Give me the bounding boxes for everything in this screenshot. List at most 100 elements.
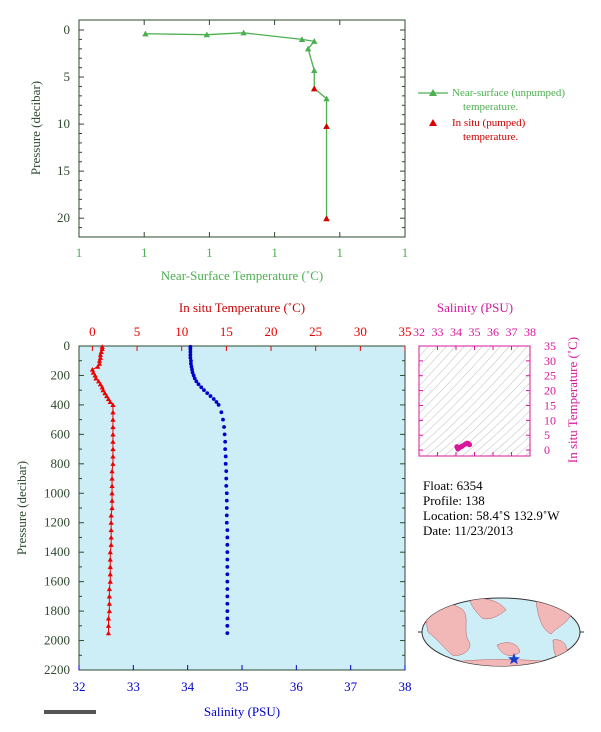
density-contour xyxy=(515,443,530,456)
unpumped-point xyxy=(240,29,247,36)
density-contour xyxy=(488,418,530,456)
salinity-point xyxy=(222,432,227,437)
salinity-point xyxy=(214,400,219,404)
temperature-point xyxy=(104,393,110,399)
pressure-tick-label: 2000 xyxy=(44,633,70,648)
unpumped-point xyxy=(142,30,149,37)
salinity-tick-label: 37 xyxy=(344,679,358,694)
temperature-tick-label: 35 xyxy=(399,324,412,339)
temperature-point xyxy=(96,361,103,366)
salinity-point xyxy=(225,565,230,569)
ts-x-tick-label: 34 xyxy=(450,325,462,339)
salinity-point xyxy=(194,379,199,384)
temperature-point xyxy=(105,396,112,402)
salinity-point xyxy=(224,484,229,488)
temperature-point xyxy=(110,453,116,459)
temperature-point xyxy=(110,417,116,422)
pressure-tick-label: 1800 xyxy=(44,603,70,618)
salinity-point xyxy=(216,403,221,407)
top-y-tick-label: 0 xyxy=(64,22,71,37)
top-x-tick-label: 1 xyxy=(76,245,83,260)
ts-y-tick-label: 10 xyxy=(544,413,556,427)
temperature-point xyxy=(102,390,108,396)
top-x-tick-label: 1 xyxy=(206,245,213,260)
density-contour xyxy=(434,362,530,456)
salinity-point xyxy=(189,364,194,369)
world-map xyxy=(418,597,584,667)
temperature-point xyxy=(108,534,114,540)
footer-stamp xyxy=(44,710,96,714)
top-x-tick-label: 1 xyxy=(402,245,409,260)
density-contour xyxy=(419,346,502,432)
density-contour xyxy=(452,382,530,456)
salinity-point xyxy=(225,550,230,555)
temperature-point xyxy=(108,512,114,518)
near-surface-chart: 0 5 10 15 20 1 1 1 1 1 1 Near-Surface Temperature… xyxy=(28,19,448,283)
temperature-point xyxy=(108,527,114,533)
temperature-tick-label: 0 xyxy=(89,324,96,339)
temperature-point xyxy=(107,571,113,577)
ts-x-tick-label: 35 xyxy=(469,325,481,339)
temperature-point xyxy=(97,381,104,387)
ts-y-tick-label: 20 xyxy=(544,384,556,398)
salinity-point xyxy=(191,373,196,378)
info-location: Location: 58.4˚S 132.9˚W xyxy=(423,508,560,523)
salinity-point xyxy=(225,542,230,547)
salinity-point xyxy=(211,397,216,401)
salinity-axis-label: Salinity (PSU) xyxy=(204,704,280,719)
temperature-point xyxy=(110,424,116,430)
salinity-point xyxy=(225,535,230,540)
top-plot-frame xyxy=(78,19,406,238)
temperature-point xyxy=(99,384,105,390)
salinity-point xyxy=(225,579,230,584)
pressure-tick-label: 0 xyxy=(64,338,71,353)
salinity-point xyxy=(223,447,228,451)
salinity-point xyxy=(219,410,224,415)
temperature-point xyxy=(106,593,112,599)
top-y-axis-label: Pressure (decibar) xyxy=(28,81,43,175)
temperature-point xyxy=(105,630,112,636)
profile-y-axis-label: Pressure (decibar) xyxy=(14,461,29,555)
temperature-point xyxy=(109,490,115,496)
pumped-point xyxy=(311,85,318,92)
salinity-point xyxy=(188,347,193,351)
temperature-point xyxy=(96,378,102,384)
pressure-tick-label: 400 xyxy=(51,397,71,412)
legend-triangle-green-icon xyxy=(429,89,437,96)
ts-y-tick-label: 15 xyxy=(544,398,556,412)
temperature-point xyxy=(107,399,113,405)
pressure-tick-label: 600 xyxy=(51,426,71,441)
ts-x-tick-label: 32 xyxy=(413,325,425,339)
temperature-point xyxy=(95,364,101,369)
pumped-point xyxy=(323,123,330,130)
salinity-point xyxy=(225,616,230,621)
info-date: Date: 11/23/2013 xyxy=(423,523,514,538)
salinity-point xyxy=(189,358,193,363)
salinity-point xyxy=(190,367,194,372)
density-contour xyxy=(443,372,530,456)
salinity-tick-label: 38 xyxy=(399,679,412,694)
salinity-point xyxy=(225,557,230,562)
top-legend xyxy=(418,89,448,126)
ts-y-tick-label: 30 xyxy=(544,354,556,368)
salinity-point xyxy=(225,594,230,599)
pressure-tick-label: 1200 xyxy=(44,515,70,530)
salinity-point xyxy=(196,382,201,387)
temperature-point xyxy=(110,409,116,415)
temperature-point xyxy=(107,564,113,569)
salinity-point xyxy=(189,361,193,366)
temperature-point xyxy=(110,402,116,407)
salinity-point xyxy=(202,388,206,393)
density-contour xyxy=(419,346,520,448)
salinity-point xyxy=(199,385,204,390)
legend-label-unpumped-1: Near-surface (unpumped) xyxy=(452,87,566,99)
top-y-tick-label: 20 xyxy=(57,210,70,225)
temperature-point xyxy=(96,358,103,363)
legend-triangle-red-icon xyxy=(429,119,437,126)
ts-y-tick-label: 25 xyxy=(544,369,556,383)
unpumped-point xyxy=(323,95,330,102)
temperature-point xyxy=(89,366,95,372)
salinity-point xyxy=(225,609,230,613)
